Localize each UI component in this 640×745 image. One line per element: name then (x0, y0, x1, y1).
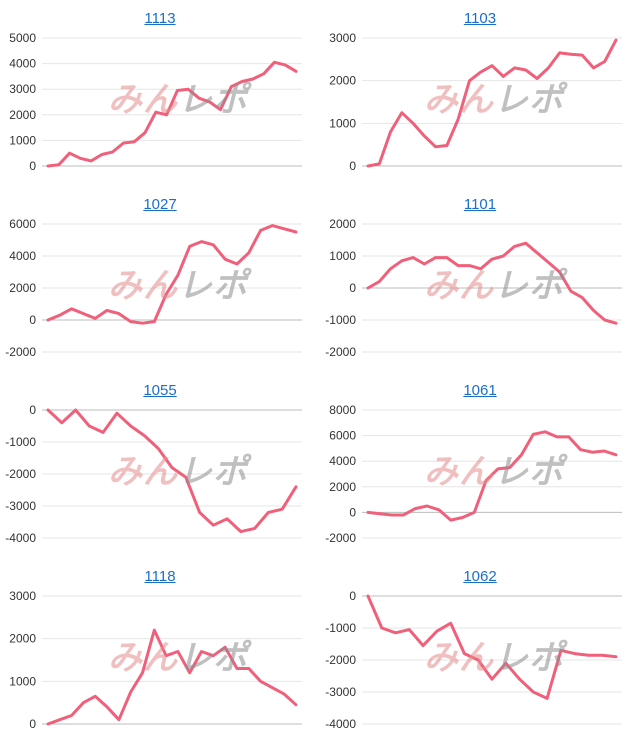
series-line (46, 60, 298, 168)
series-line (46, 224, 298, 325)
y-tick-label: 3000 (329, 31, 356, 45)
chart-plot: -2000 0 2000 4000 6000 (5, 217, 302, 359)
y-tick-label: -3000 (325, 685, 356, 699)
y-tick-label: 0 (349, 589, 356, 603)
y-tick-label: 1000 (9, 674, 36, 688)
y-tick-label: 6000 (9, 217, 36, 231)
y-tick-label: -4000 (5, 531, 36, 545)
y-tick-label: 3000 (9, 589, 36, 603)
y-tick-label: -2000 (325, 653, 356, 667)
chart-plot: -2000 0 2000 4000 6000 8000 (325, 403, 622, 545)
watermark-part2: レポ (178, 267, 248, 305)
y-tick-label: -1000 (5, 435, 36, 449)
chart-title-link[interactable]: 1061 (463, 382, 497, 399)
y-tick-label: 1000 (329, 116, 356, 130)
y-tick-label: 2000 (329, 480, 356, 494)
watermark-part1: みん (108, 453, 178, 491)
watermark-logo: みんレポ (108, 444, 248, 493)
watermark-part2: レポ (494, 639, 564, 677)
y-tick-label: 2000 (9, 108, 36, 122)
y-tick-label: 0 (29, 159, 36, 173)
watermark-part1: みん (424, 81, 494, 119)
y-tick-label: 4000 (9, 249, 36, 263)
watermark-logo: みんレポ (108, 630, 248, 679)
chart-title-link[interactable]: 1027 (143, 196, 177, 213)
series-line (46, 408, 298, 534)
chart-panel-1118: 0 1000 2000 3000 みんレポ 1118 (0, 558, 320, 744)
chart-panel-1062: -4000 -3000 -2000 -1000 0 みんレポ 1062 (320, 558, 640, 744)
y-tick-label: 2000 (329, 217, 356, 231)
chart-plot: -4000 -3000 -2000 -1000 0 (5, 403, 302, 545)
y-tick-label: 1000 (329, 249, 356, 263)
series-line (46, 628, 298, 726)
watermark-part2: レポ (494, 81, 564, 119)
y-tick-label: -4000 (325, 717, 356, 731)
chart-title-link[interactable]: 1062 (463, 568, 497, 585)
chart-plot: 0 1000 2000 3000 (9, 589, 302, 731)
watermark-part1: みん (424, 453, 494, 491)
y-tick-label: 5000 (9, 31, 36, 45)
y-tick-label: -2000 (5, 345, 36, 359)
watermark-part2: レポ (178, 81, 248, 119)
y-tick-label: -1000 (325, 313, 356, 327)
watermark-part1: みん (424, 267, 494, 305)
y-tick-label: 4000 (9, 57, 36, 71)
y-tick-label: 2000 (329, 74, 356, 88)
chart-title-link[interactable]: 1055 (143, 382, 177, 399)
watermark-part2: レポ (178, 453, 248, 491)
y-tick-label: 6000 (329, 429, 356, 443)
y-tick-label: 0 (349, 505, 356, 519)
series-line (366, 241, 618, 325)
series-line (366, 594, 618, 700)
chart-title-link[interactable]: 1118 (144, 568, 176, 585)
chart-panel-1103: 0 1000 2000 3000 みんレポ 1103 (320, 0, 640, 186)
y-tick-label: -2000 (325, 345, 356, 359)
series-line (366, 430, 618, 522)
chart-plot: -2000 -1000 0 1000 2000 (325, 217, 622, 359)
chart-panel-1055: -4000 -3000 -2000 -1000 0 みんレポ 1055 (0, 372, 320, 558)
y-tick-label: 2000 (9, 632, 36, 646)
y-tick-label: 0 (29, 313, 36, 327)
y-tick-label: 0 (29, 717, 36, 731)
watermark-part2: レポ (178, 639, 248, 677)
y-tick-label: 8000 (329, 403, 356, 417)
y-tick-label: -1000 (325, 621, 356, 635)
chart-plot: 0 1000 2000 3000 4000 5000 (9, 31, 302, 173)
watermark-logo: みんレポ (424, 444, 564, 493)
chart-title-link[interactable]: 1101 (463, 196, 497, 213)
chart-title-link[interactable]: 1103 (463, 10, 497, 27)
y-tick-label: 0 (29, 403, 36, 417)
chart-panel-1101: -2000 -1000 0 1000 2000 みんレポ 1101 (320, 186, 640, 372)
watermark-part1: みん (108, 267, 178, 305)
y-tick-label: 3000 (9, 82, 36, 96)
watermark-part1: みん (108, 81, 178, 119)
chart-plot: -4000 -3000 -2000 -1000 0 (325, 589, 622, 731)
watermark-logo: みんレポ (108, 258, 248, 307)
series-line (366, 38, 618, 168)
y-tick-label: -3000 (5, 499, 36, 513)
watermark-part2: レポ (494, 267, 564, 305)
watermark-part1: みん (424, 639, 494, 677)
chart-panel-1061: -2000 0 2000 4000 6000 8000 みんレポ 1061 (320, 372, 640, 558)
chart-panel-1113: 0 1000 2000 3000 4000 5000 みんレポ 1113 (0, 0, 320, 186)
watermark-logo: みんレポ (424, 630, 564, 679)
watermark-logo: みんレポ (424, 72, 564, 121)
watermark-logo: みんレポ (424, 258, 564, 307)
watermark-part2: レポ (494, 453, 564, 491)
y-tick-label: -2000 (325, 531, 356, 545)
chart-title-link[interactable]: 1113 (144, 10, 176, 27)
y-tick-label: 0 (349, 281, 356, 295)
watermark-part1: みん (108, 639, 178, 677)
y-tick-label: 2000 (9, 281, 36, 295)
y-tick-label: -2000 (5, 467, 36, 481)
chart-panel-1027: -2000 0 2000 4000 6000 みんレポ 1027 (0, 186, 320, 372)
chart-plot: 0 1000 2000 3000 (329, 31, 622, 173)
y-tick-label: 0 (349, 159, 356, 173)
y-tick-label: 1000 (9, 133, 36, 147)
y-tick-label: 4000 (329, 454, 356, 468)
watermark-logo: みんレポ (108, 72, 248, 121)
